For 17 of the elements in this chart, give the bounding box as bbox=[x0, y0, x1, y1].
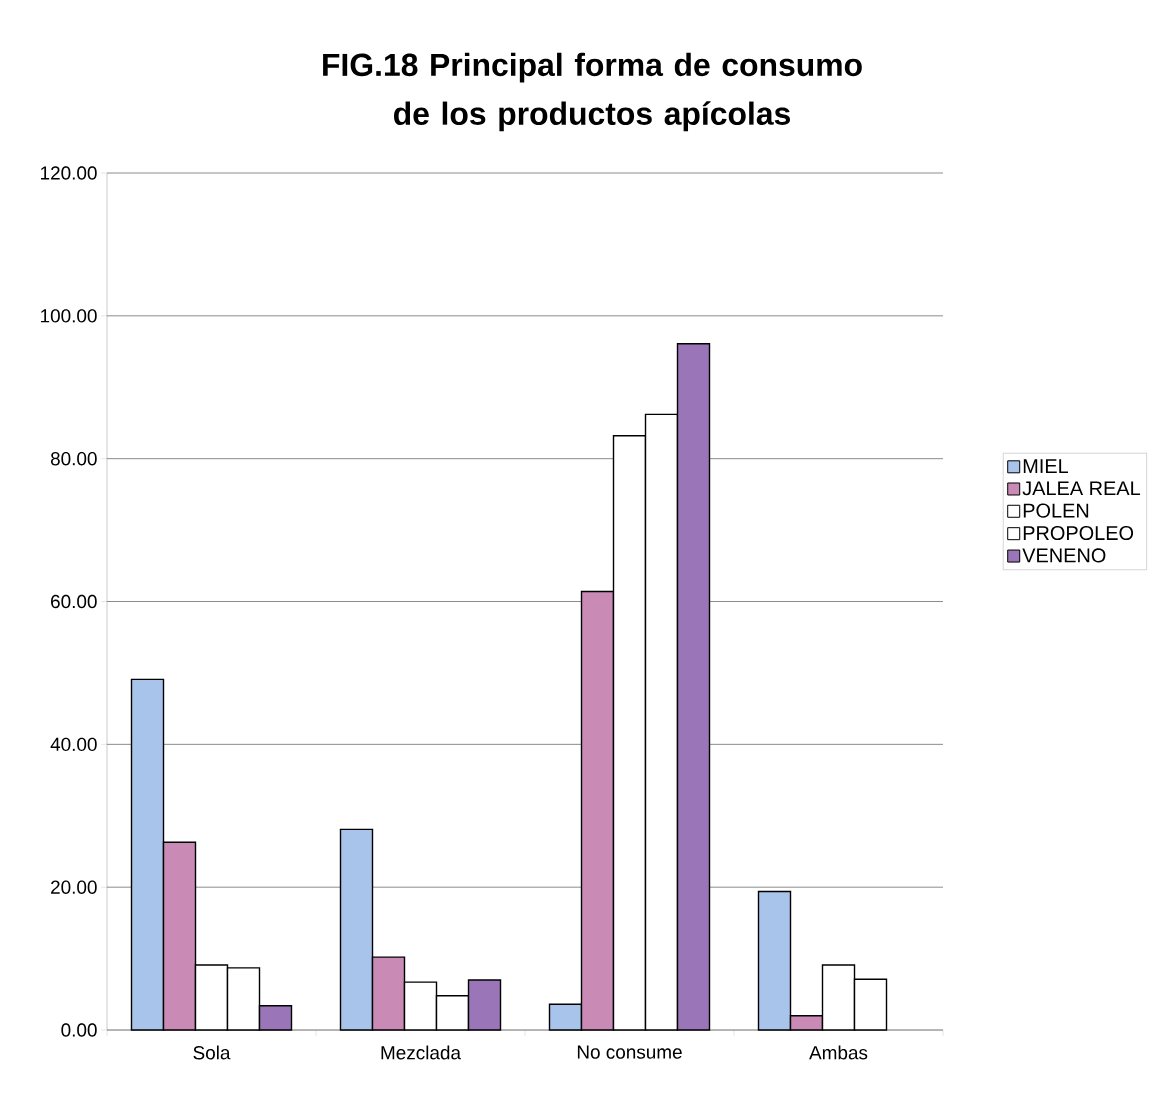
legend-label: PROPOLEO bbox=[1023, 525, 1134, 541]
chart-title: FIG.18 Principal forma de consumo de los productos apícolas bbox=[323, 52, 862, 132]
y-tick-label: 20.00 bbox=[51, 880, 97, 894]
legend-label: POLEN bbox=[1023, 503, 1089, 518]
y-tick-label: 40.00 bbox=[50, 737, 97, 752]
y-tick-label: 0.00 bbox=[61, 1023, 97, 1037]
y-tick-label: 100.00 bbox=[41, 309, 97, 323]
x-tick-label: Ambas bbox=[809, 1045, 868, 1060]
y-tick-label: 80.00 bbox=[50, 451, 97, 466]
legend-label: JALEA REAL bbox=[1022, 481, 1141, 496]
x-tick-label: Mezclada bbox=[381, 1045, 461, 1060]
x-tick-label: Sola bbox=[193, 1045, 231, 1060]
y-tick-label: 60.00 bbox=[51, 594, 97, 609]
y-tick-label: 120.00 bbox=[41, 166, 97, 180]
legend-label: MIEL bbox=[1023, 459, 1069, 473]
legend-label: VENENO bbox=[1022, 548, 1106, 563]
x-tick-label: No consume bbox=[577, 1045, 682, 1059]
